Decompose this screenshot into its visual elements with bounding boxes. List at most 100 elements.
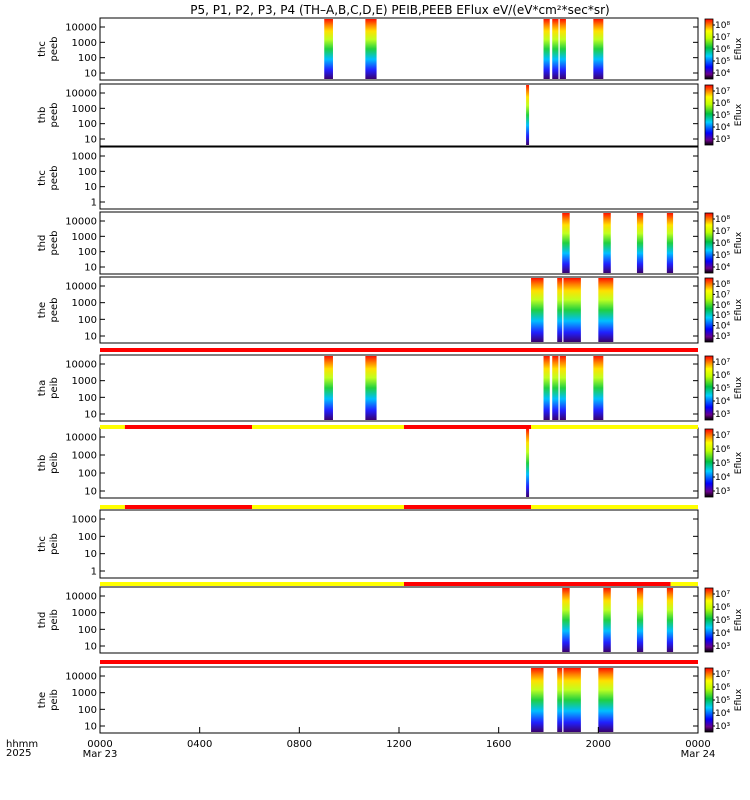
y-tick-label: 100 (78, 315, 97, 326)
panel-instrument-label: peeb (49, 166, 60, 191)
spectrogram-block (563, 668, 581, 732)
spectrogram-block (557, 278, 563, 342)
mode-bar-segment (403, 582, 671, 586)
colorbar-tick-label: 10⁷ (715, 227, 730, 237)
colorbar-tick-label: 10⁶ (715, 683, 730, 693)
colorbar-label: Eflux (734, 451, 744, 474)
y-tick-label: 1000 (72, 104, 97, 115)
panel-probe-label: thc (37, 170, 48, 186)
y-tick-label: 100 (78, 119, 97, 130)
y-tick-label: 10 (84, 182, 97, 193)
spectrogram-block (603, 588, 611, 652)
x-tick-date-label: Mar 23 (83, 749, 118, 760)
spectrogram-block (552, 356, 559, 420)
colorbar-tick-label: 10⁶ (715, 445, 730, 455)
y-tick-label: 10000 (65, 282, 97, 293)
colorbar-label: Eflux (734, 231, 744, 254)
colorbar-label: Eflux (734, 298, 744, 321)
panel-instrument-label: peeb (49, 103, 60, 128)
colorbar-tick-label: 10⁷ (715, 358, 730, 368)
x-tick-date-label: Mar 24 (681, 749, 716, 760)
y-tick-label: 10000 (65, 592, 97, 603)
y-tick-label: 1 (91, 567, 97, 578)
panel-frame (99, 17, 699, 81)
colorbar-label: Eflux (734, 103, 744, 126)
mode-bar-segment (403, 505, 532, 509)
mode-bars-layer (100, 348, 698, 664)
colorbar-tick-label: 10⁵ (715, 111, 730, 121)
mode-bar-segment (670, 582, 698, 586)
colorbar-tick-label: 10⁷ (715, 87, 730, 97)
colorbar-tick-label: 10⁵ (715, 616, 730, 626)
panel-thd-peeb: 10 100 1000 10000 thd peeb 10⁴ 10⁵ 10⁶ 10⁷ 10⁸ Eflu… (37, 211, 744, 275)
y-tick-label: 1000 (72, 688, 97, 699)
spectrogram-block (598, 278, 614, 342)
y-tick-label: 10 (84, 722, 97, 733)
y-tick-label: 1000 (72, 152, 97, 163)
y-tick-label: 100 (78, 53, 97, 64)
x-axis-year: 2025 (6, 748, 31, 759)
panel-thc-peeb: 10 100 1000 10000 thc peeb 10⁴ 10⁵ 10⁶ 10⁷ 10⁸ Eflu… (37, 17, 744, 81)
spectrogram-block (543, 19, 550, 79)
y-tick-label: 1000 (72, 38, 97, 49)
panel-probe-label: thb (37, 455, 48, 472)
x-tick-label: 0800 (287, 739, 312, 750)
colorbar-tick-label: 10⁵ (715, 311, 730, 321)
panel-the-peib: 10 100 1000 10000 the peib 10³ 10⁴ 10⁵ 10⁶ 10⁷ Eflu… (37, 666, 744, 734)
spectrogram-block (531, 668, 544, 732)
colorbar-tick-label: 10⁵ (715, 251, 730, 261)
x-tick-label: 0000 (87, 739, 112, 750)
spectrogram-block (552, 19, 559, 79)
y-tick-label: 100 (78, 469, 97, 480)
chart-title: P5, P1, P2, P3, P4 (TH–A,B,C,D,E) PEIB,P… (190, 3, 609, 17)
colorbar-tick-label: 10⁵ (715, 57, 730, 67)
y-tick-label: 10 (84, 332, 97, 343)
colorbar-tick-label: 10⁴ (715, 263, 730, 273)
colorbar-tick-label: 10⁵ (715, 459, 730, 469)
colorbar (704, 277, 714, 343)
panel-probe-label: thc (37, 41, 48, 57)
y-tick-label: 10 (84, 135, 97, 146)
mode-bar (100, 582, 698, 586)
panel-instrument-label: peib (49, 452, 60, 474)
spectrogram-block (666, 213, 674, 273)
colorbar (704, 84, 714, 146)
colorbar-tick-label: 10⁶ (715, 371, 730, 381)
panel-probe-label: thc (37, 536, 48, 552)
colorbar-tick-label: 10⁵ (715, 696, 730, 706)
panel-frame (99, 354, 699, 422)
colorbar (704, 355, 714, 421)
y-tick-label: 100 (78, 705, 97, 716)
y-tick-label: 1000 (72, 376, 97, 387)
panel-frame (99, 276, 699, 344)
colorbar-tick-label: 10⁷ (715, 670, 730, 680)
y-tick-label: 1000 (72, 608, 97, 619)
y-tick-label: 10 (84, 410, 97, 421)
spectrogram-block (666, 588, 674, 652)
spectrogram-block (324, 356, 333, 420)
mode-bar-segment (403, 425, 532, 429)
y-tick-label: 10000 (65, 217, 97, 228)
y-tick-label: 100 (78, 247, 97, 258)
colorbar-tick-label: 10⁸ (715, 215, 730, 225)
colorbar-tick-label: 10⁴ (715, 322, 730, 332)
y-tick-label: 1 (91, 198, 97, 209)
y-tick-label: 100 (78, 532, 97, 543)
colorbar-tick-label: 10⁴ (715, 123, 730, 133)
colorbar-tick-label: 10⁵ (715, 384, 730, 394)
colorbar-tick-label: 10³ (715, 487, 730, 497)
y-tick-label: 100 (78, 625, 97, 636)
panel-frame (99, 211, 699, 275)
colorbar-label: Eflux (734, 608, 744, 631)
panel-probe-label: the (37, 692, 48, 708)
colorbar-tick-label: 10⁴ (715, 69, 730, 79)
colorbar-tick-label: 10⁶ (715, 603, 730, 613)
x-tick-label: 1600 (486, 739, 511, 750)
panel-frame (99, 427, 699, 499)
spectrogram-block (543, 356, 550, 420)
spectrogram-block (559, 356, 566, 420)
colorbar (704, 212, 714, 274)
mode-bar-segment (124, 425, 252, 429)
panel-tha-peib: 10 100 1000 10000 tha peib 10³ 10⁴ 10⁵ 10⁶ 10⁷ Eflu… (37, 354, 744, 422)
